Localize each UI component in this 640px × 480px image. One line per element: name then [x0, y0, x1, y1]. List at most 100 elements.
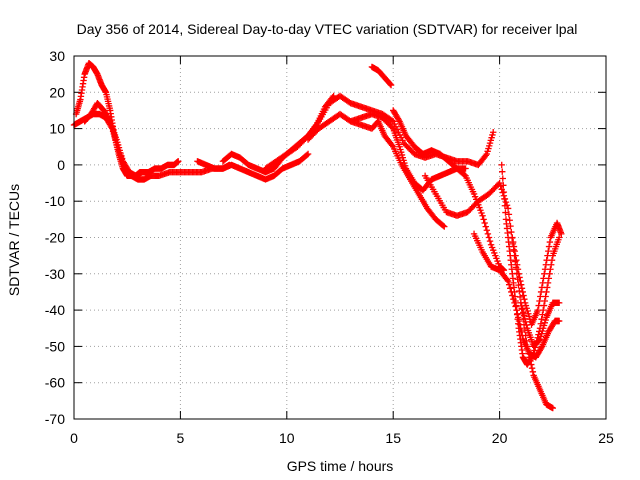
x-tick-label: 25 — [598, 430, 614, 446]
y-tick-label: -60 — [45, 375, 65, 391]
data-point — [514, 266, 522, 273]
data-point — [480, 216, 487, 223]
data-point — [529, 368, 537, 376]
data-point — [501, 195, 508, 203]
data-point — [501, 202, 509, 209]
data-point — [549, 404, 556, 412]
data-point — [506, 217, 513, 224]
y-tick-label: 20 — [49, 84, 65, 100]
x-axis-label: GPS time / hours — [287, 458, 394, 474]
data-point — [528, 364, 536, 372]
data-point — [499, 168, 506, 175]
data-point — [558, 230, 565, 238]
data-point — [545, 243, 553, 250]
y-axis-label: SDTVAR / TECUs — [6, 184, 22, 296]
data-point — [513, 261, 521, 268]
data-point — [388, 142, 396, 149]
data-point — [303, 151, 311, 159]
series-sat-o — [517, 299, 563, 350]
data-point — [504, 277, 512, 285]
data-point — [540, 275, 547, 282]
data-point — [503, 276, 511, 283]
data-point — [106, 116, 113, 124]
series-sat-n — [509, 219, 565, 328]
data-point — [508, 228, 515, 236]
data-point — [519, 288, 526, 296]
data-point — [537, 293, 544, 300]
y-tick-label: 10 — [49, 121, 65, 137]
data-point — [521, 315, 529, 322]
y-tick-label: -70 — [45, 411, 65, 427]
data-point — [512, 252, 519, 259]
data-point — [541, 266, 549, 273]
data-point — [517, 299, 525, 307]
x-tick-label: 10 — [279, 430, 295, 446]
data-point — [509, 238, 517, 246]
data-point — [546, 238, 554, 246]
data-point — [523, 321, 530, 329]
data-point — [555, 299, 563, 307]
x-tick-label: 15 — [385, 430, 401, 446]
series-sat-d — [194, 150, 312, 183]
data-point — [539, 279, 546, 287]
data-point — [486, 237, 494, 245]
data-point — [555, 317, 563, 325]
plot-frame — [73, 55, 607, 420]
data-point — [538, 284, 546, 291]
data-point — [505, 281, 513, 288]
data-point — [521, 296, 528, 303]
data-point — [507, 222, 514, 230]
x-tick-label: 0 — [70, 430, 78, 446]
data-point — [534, 306, 542, 314]
data-point — [539, 311, 546, 318]
y-tick-label: -40 — [45, 302, 65, 318]
data-point — [545, 247, 552, 255]
data-point — [482, 223, 489, 230]
data-point — [510, 243, 518, 250]
data-point — [483, 227, 491, 234]
data-point — [542, 261, 550, 268]
y-tick-label: -30 — [45, 266, 65, 282]
data-point — [544, 252, 551, 259]
data-point — [536, 336, 543, 344]
data-point — [490, 129, 497, 136]
data-point — [530, 350, 537, 357]
data-point — [537, 288, 545, 296]
data-point — [538, 315, 545, 323]
data-point — [536, 297, 543, 305]
data-point — [522, 318, 529, 326]
series-sat-j — [390, 107, 508, 274]
series-sat-e — [219, 92, 337, 176]
series-sat-m — [498, 161, 563, 368]
data-point — [500, 182, 507, 189]
y-tick-label: 0 — [57, 157, 65, 173]
data-point — [388, 124, 396, 131]
data-point — [502, 209, 509, 216]
data-point — [482, 152, 489, 159]
data-point — [441, 223, 448, 230]
data-point — [517, 277, 524, 285]
data-point — [496, 179, 503, 187]
data-point — [541, 270, 548, 277]
data-points — [70, 60, 565, 412]
series-sat-k — [421, 172, 556, 412]
data-point — [511, 247, 518, 255]
data-point — [484, 230, 492, 238]
data-point — [498, 161, 505, 169]
data-point — [304, 150, 312, 158]
data-point — [555, 234, 563, 241]
data-point — [519, 305, 526, 313]
data-point — [499, 175, 506, 182]
tick-labels: -70 -60 -50 -40 -30 -20 -10 0 10 20 30 0 5 10 15 20 25 — [45, 48, 614, 446]
data-point — [175, 158, 182, 165]
data-point — [529, 351, 537, 359]
y-tick-label: -10 — [45, 193, 65, 209]
data-point — [518, 285, 526, 292]
data-point — [520, 312, 528, 319]
data-point — [481, 219, 488, 227]
y-tick-label: -20 — [45, 230, 65, 246]
data-point — [387, 81, 395, 89]
data-point — [485, 234, 493, 241]
x-tick-label: 20 — [492, 430, 508, 446]
